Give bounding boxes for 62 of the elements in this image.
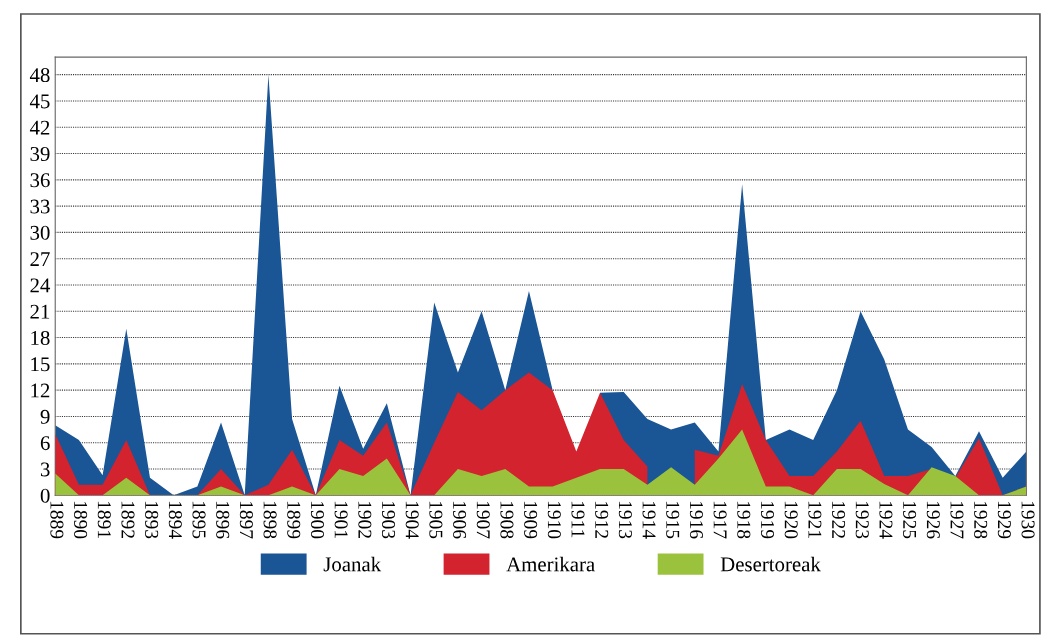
- x-tick-label: 1897: [239, 501, 253, 539]
- y-tick-label: 33: [30, 199, 50, 214]
- x-tick-label: 1916: [689, 501, 703, 539]
- x-tick-label: 1895: [192, 501, 206, 539]
- x-tick-label: 1923: [855, 501, 869, 539]
- x-tick-label: 1893: [145, 501, 159, 539]
- y-tick-label: 30: [30, 225, 50, 240]
- x-tick-label: 1892: [121, 501, 135, 538]
- x-tick-label: 1912: [595, 501, 609, 538]
- x-tick-label: 1894: [168, 501, 182, 539]
- y-tick-label: 21: [30, 304, 50, 319]
- x-tick-label: 1898: [263, 501, 277, 539]
- y-tick-label: 36: [30, 173, 50, 188]
- x-tick-label: 1924: [879, 501, 893, 539]
- x-tick-label: 1907: [476, 501, 490, 539]
- legend-label: Joanak: [323, 556, 382, 572]
- x-tick-label: 1902: [358, 501, 372, 538]
- y-tick-label: 48: [29, 68, 50, 83]
- x-tick-label: 1890: [74, 501, 88, 539]
- x-tick-label: 1922: [832, 501, 846, 538]
- x-tick-label: 1903: [381, 501, 396, 539]
- x-tick-label: 1904: [405, 501, 419, 539]
- x-tick-label: 1915: [666, 501, 680, 539]
- x-tick-label: 1896: [216, 501, 230, 539]
- x-tick-label: 1909: [524, 501, 538, 539]
- y-tick-label: 39: [30, 146, 50, 161]
- x-tick-label: 1927: [950, 501, 964, 539]
- y-tick-label: 9: [40, 409, 50, 424]
- x-tick-label: 1925: [903, 501, 917, 539]
- x-tick-label: 1919: [760, 501, 775, 539]
- y-tick-label: 15: [31, 357, 50, 372]
- legend-label: Amerikara: [506, 556, 595, 572]
- x-tick-label: 1899: [287, 501, 301, 539]
- x-tick-label: 1913: [618, 501, 632, 539]
- y-tick-label: 3: [40, 462, 50, 477]
- x-tick-label: 1930: [1021, 501, 1035, 539]
- y-tick-label: 0: [40, 488, 50, 503]
- y-tick-label: 42: [29, 120, 50, 135]
- x-tick-label: 1905: [429, 501, 443, 539]
- y-tick-label: 45: [29, 94, 50, 109]
- y-tick-label: 6: [40, 436, 50, 451]
- x-tick-label: 1921: [808, 501, 822, 538]
- x-tick-label: 1906: [453, 501, 467, 539]
- y-tick-label: 27: [30, 252, 50, 266]
- x-tick-label: 1891: [97, 501, 111, 538]
- x-tick-label: 1928: [974, 501, 988, 539]
- x-tick-label: 1929: [997, 501, 1011, 539]
- x-tick-label: 1914: [642, 501, 656, 539]
- x-tick-label: 1917: [713, 501, 727, 539]
- x-tick-label: 1901: [334, 501, 348, 538]
- x-tick-label: 1920: [784, 501, 798, 539]
- x-tick-label: 1910: [547, 501, 561, 539]
- x-tick-label: 1918: [737, 501, 751, 539]
- x-tick-label: 1926: [926, 501, 940, 539]
- x-tick-label: 1889: [50, 501, 64, 539]
- legend-label: Desertoreak: [720, 556, 821, 572]
- x-tick-label: 1908: [500, 501, 514, 539]
- y-tick-label: 18: [31, 330, 50, 345]
- x-tick-label: 1911: [571, 501, 585, 538]
- x-tick-label: 1900: [310, 501, 325, 539]
- y-tick-label: 12: [31, 383, 50, 398]
- y-tick-label: 24: [30, 278, 51, 293]
